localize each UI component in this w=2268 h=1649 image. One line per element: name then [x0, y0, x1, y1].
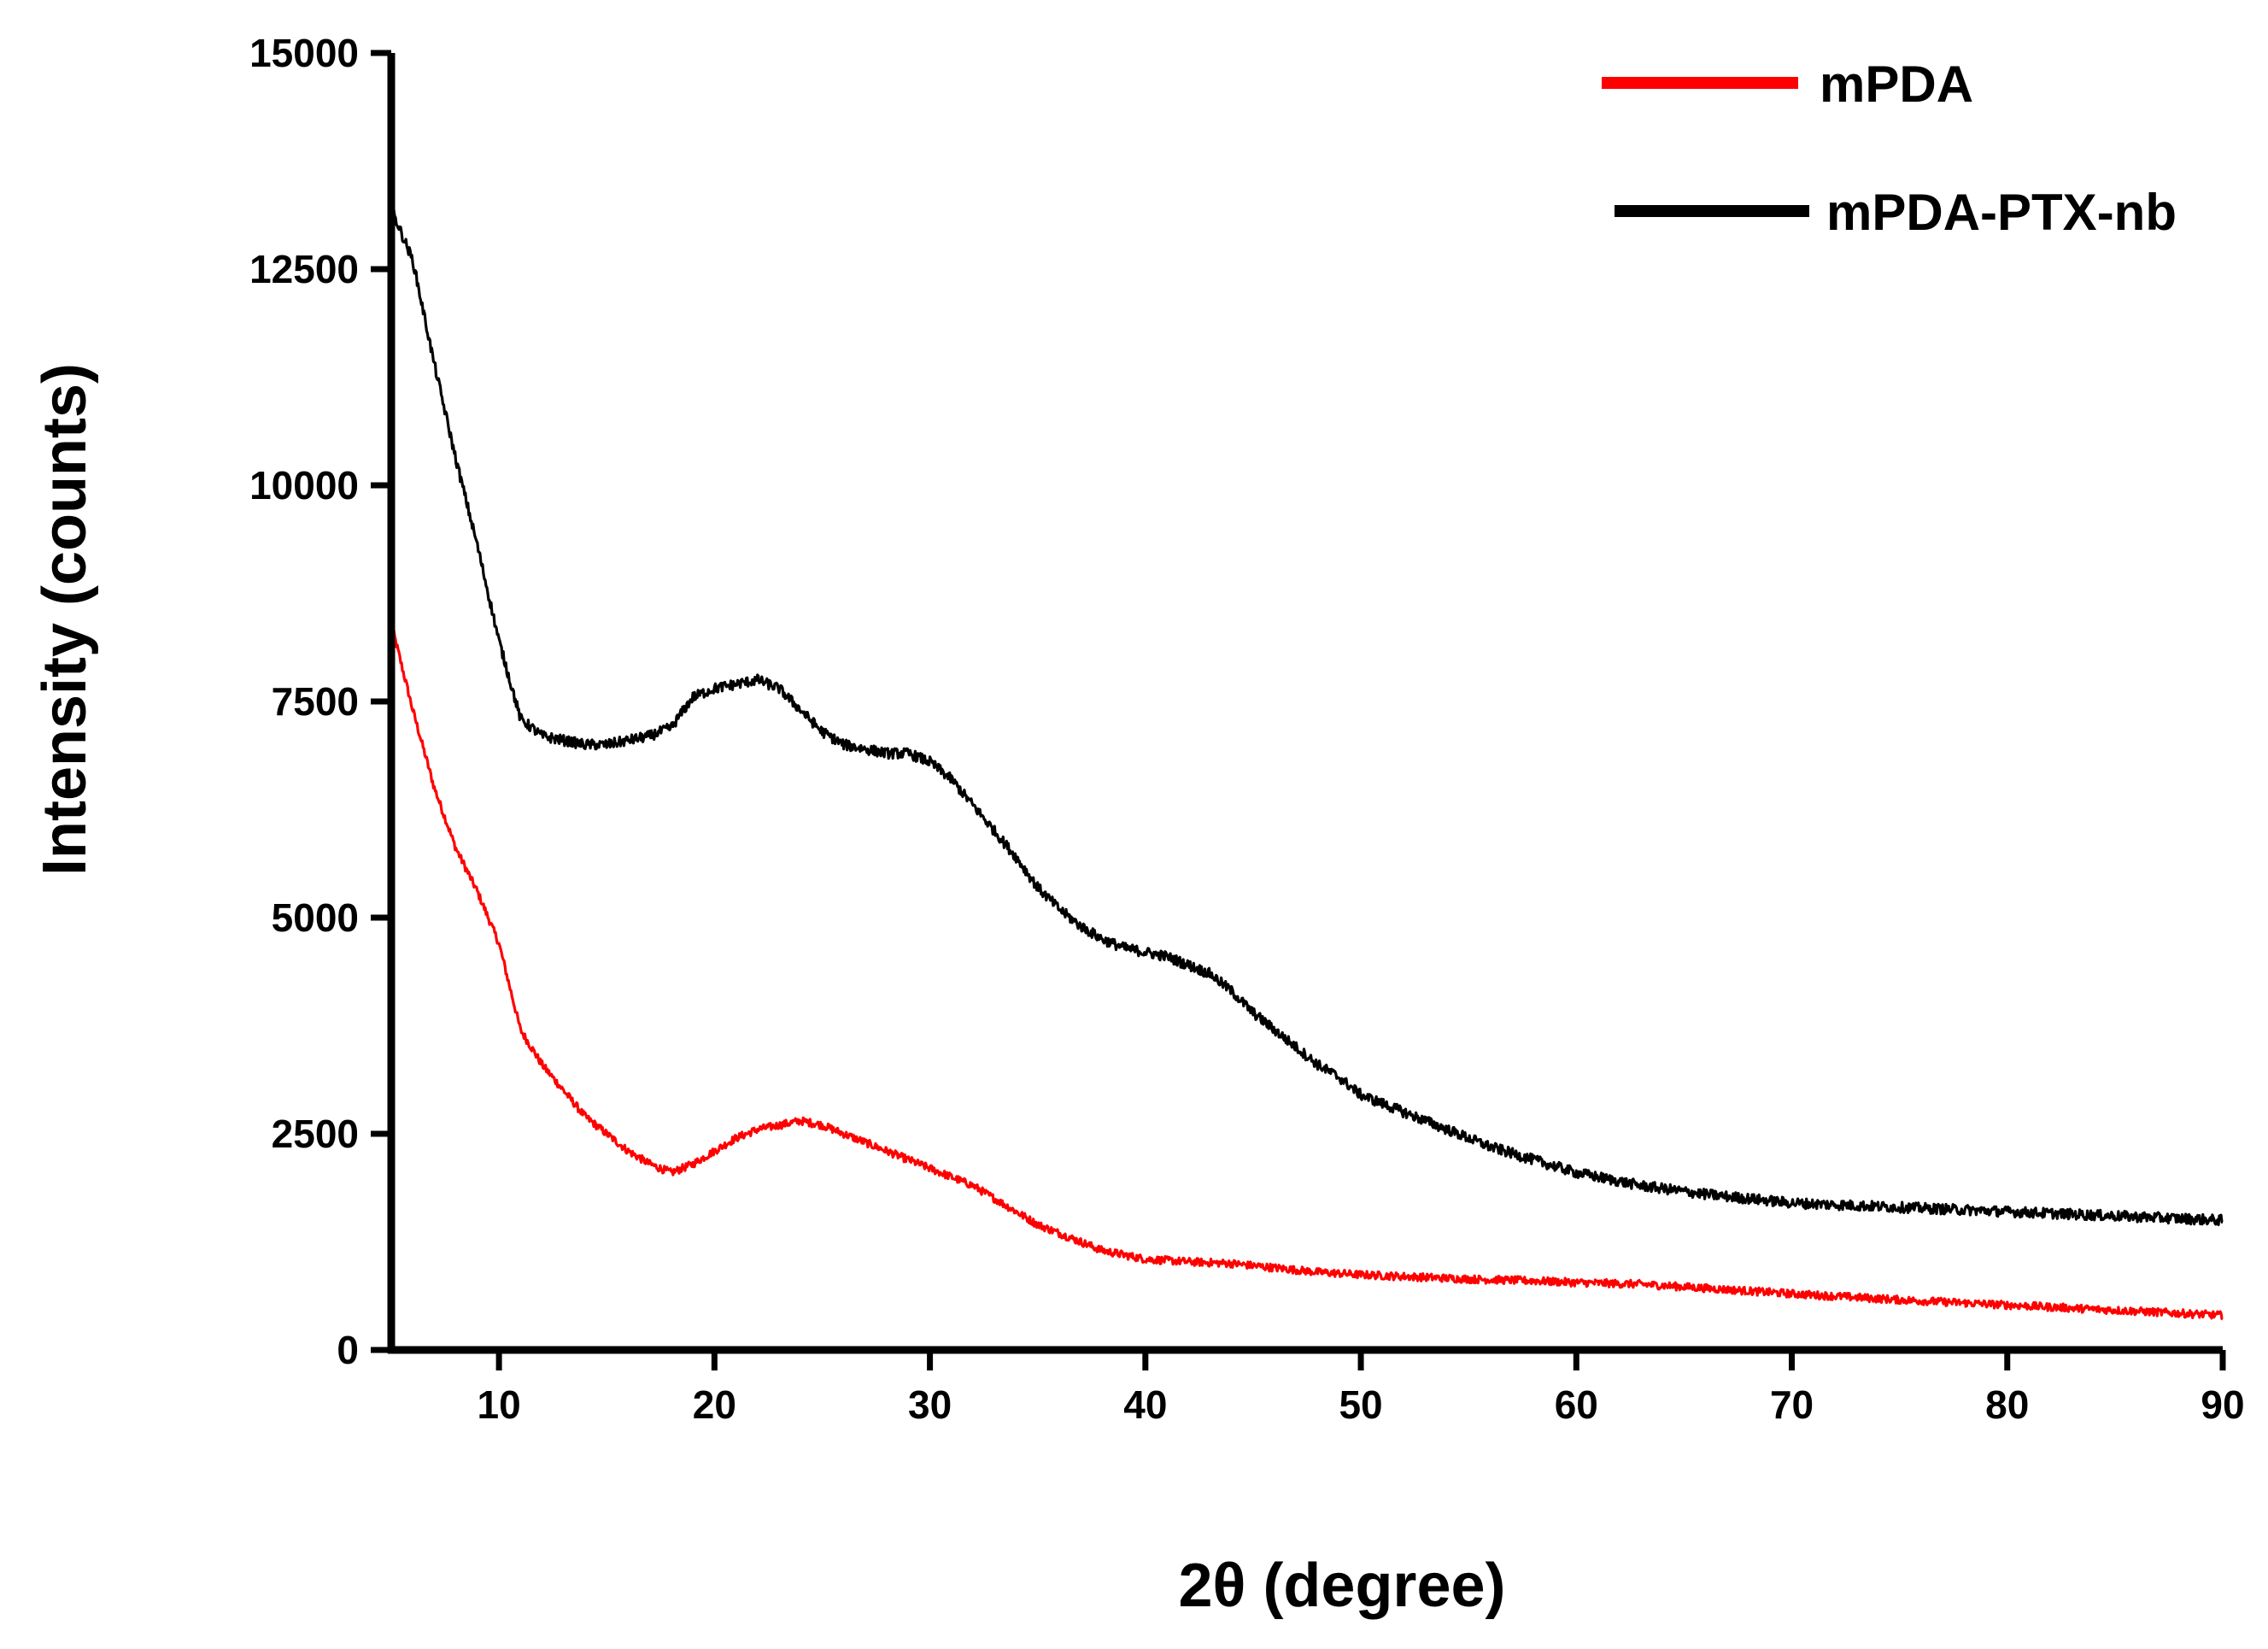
- axes-layer: [387, 53, 2223, 1354]
- legend-label-mpda: mPDA: [1820, 56, 1973, 113]
- x-tick-label: 50: [1339, 1382, 1382, 1427]
- y-tick-label: 5000: [272, 895, 359, 940]
- series-line-mpda-ptx-nb: [390, 208, 2224, 1227]
- x-tick-label: 30: [908, 1382, 952, 1427]
- y-axis-title: Intensity (counts): [31, 363, 99, 876]
- x-tick-label: 10: [478, 1382, 521, 1427]
- x-tick-label: 80: [1985, 1382, 2029, 1427]
- series-layer: [390, 208, 2224, 1321]
- y-tick-label: 7500: [272, 679, 359, 724]
- x-tick-label: 20: [693, 1382, 736, 1427]
- x-axis-title: 2θ (degree): [1178, 1552, 1505, 1620]
- x-tick-label: 70: [1770, 1382, 1814, 1427]
- ticks-layer: 0 2500 5000 7500 10000 12500 15000 10 20 30 40 50 60…: [249, 31, 2245, 1427]
- legend: mPDA mPDA-PTX-nb: [1602, 56, 2177, 241]
- series-line-mpda: [390, 622, 2224, 1321]
- legend-label-mpda-ptx-nb: mPDA-PTX-nb: [1826, 184, 2177, 241]
- y-tick-label: 15000: [249, 31, 359, 75]
- x-tick-label: 90: [2201, 1382, 2244, 1427]
- y-tick-label: 10000: [249, 463, 359, 508]
- x-tick-label: 40: [1123, 1382, 1167, 1427]
- y-tick-label: 2500: [272, 1112, 359, 1156]
- y-tick-label: 12500: [249, 247, 359, 291]
- x-tick-label: 60: [1555, 1382, 1598, 1427]
- y-tick-label: 0: [337, 1328, 359, 1372]
